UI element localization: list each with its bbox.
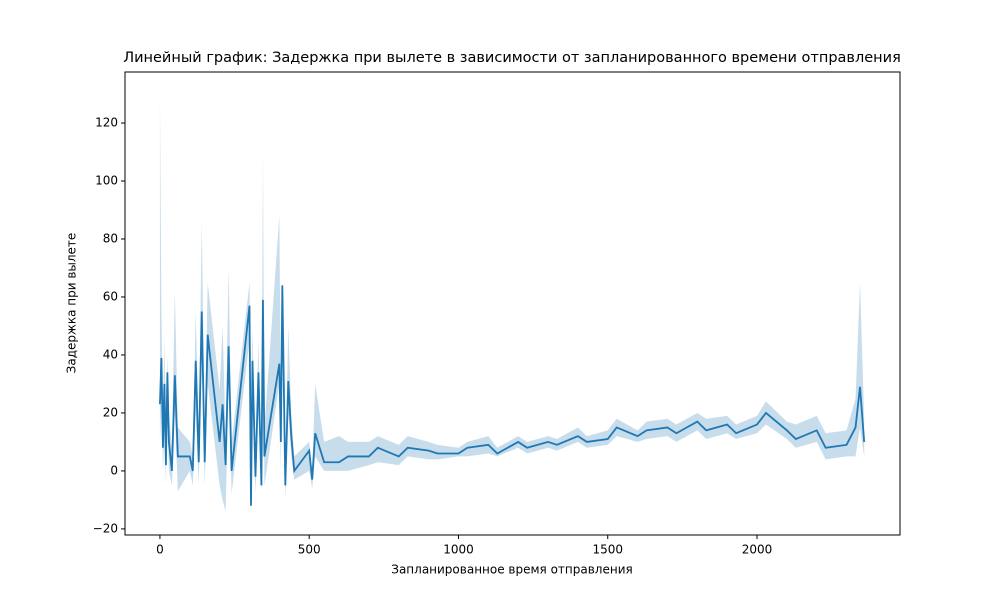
y-tick-label: 120 [95, 116, 118, 130]
y-tick-label: 0 [110, 463, 118, 477]
y-tick-label: 60 [103, 289, 118, 303]
x-tick-label: 1500 [592, 543, 623, 557]
y-tick-label: 80 [103, 231, 118, 245]
x-tick-label: 1000 [443, 543, 474, 557]
data-line [159, 285, 866, 506]
plot-frame [124, 71, 901, 536]
y-tick-label: 100 [95, 174, 118, 188]
y-axis-label: Задержка при вылете [65, 233, 79, 374]
y-tick-label: −20 [93, 521, 118, 535]
y-tick-label: 40 [103, 347, 118, 361]
chart-title: Линейный график: Задержка при вылете в з… [123, 50, 901, 66]
x-tick-label: 2000 [742, 543, 773, 557]
y-tick-label: 20 [103, 405, 118, 419]
x-axis-label: Запланированное время отправления [391, 563, 632, 577]
x-tick-label: 500 [298, 543, 321, 557]
x-tick-label: 0 [156, 543, 164, 557]
